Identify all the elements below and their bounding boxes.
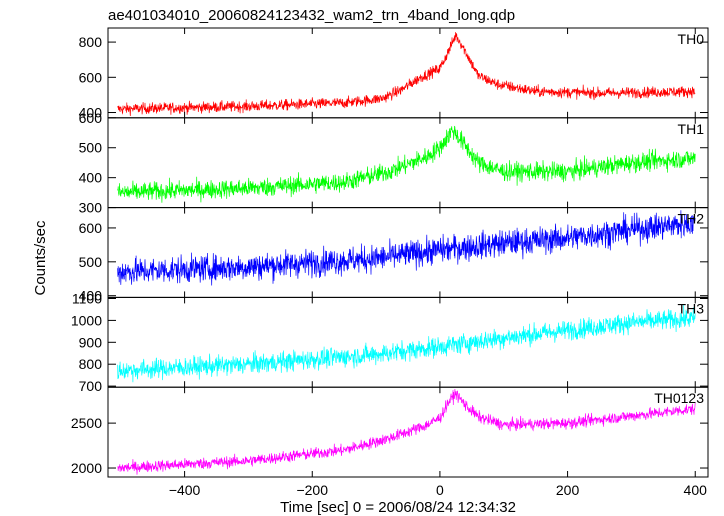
x-tick-label: 400: [684, 482, 708, 498]
y-tick-label: 1100: [72, 290, 102, 306]
y-tick-label: 500: [79, 140, 103, 156]
panel-frame: [107, 386, 709, 478]
y-tick-label: 800: [79, 34, 103, 50]
y-tick-label: 300: [79, 200, 103, 216]
y-tick-label: 400: [79, 105, 103, 121]
y-tick-label: 1000: [71, 312, 102, 328]
panel-th1: 300 400 500 600 TH1: [79, 110, 709, 216]
panel-frame: [107, 27, 709, 119]
y-tick-label: 700: [79, 378, 103, 394]
panel-th0123: 2000 2500 TH0123: [71, 386, 709, 478]
series-th0123: [117, 388, 696, 475]
y-tick-label: 500: [79, 254, 103, 270]
series-th0: [117, 32, 696, 117]
panel-th3: 700 800 900 1000 1100 TH3: [71, 290, 709, 394]
y-tick-label: 600: [79, 69, 103, 85]
panel-label: TH3: [678, 300, 705, 316]
panel-label: TH0: [678, 31, 705, 47]
series-th1: [117, 125, 696, 203]
y-axis-label: Counts/sec: [32, 220, 49, 296]
x-tick-label: 200: [556, 482, 580, 498]
series-th3: [117, 304, 696, 383]
y-tick-label: 2000: [71, 460, 102, 476]
y-tick-label: 400: [79, 288, 103, 304]
y-tick-label: 2500: [71, 415, 102, 431]
panel-frame: [107, 296, 709, 388]
chart-title: ae401034010_20060824123432_wam2_trn_4ban…: [108, 7, 515, 24]
panel-label: TH2: [678, 211, 705, 227]
series-th2: [117, 210, 696, 286]
x-tick-label: −400: [169, 482, 201, 498]
panel-th2: 400 500 600 TH2: [79, 207, 709, 304]
y-tick-label: 600: [79, 220, 103, 236]
y-tick-label: 400: [79, 170, 103, 186]
y-tick-label: 800: [79, 356, 103, 372]
panel-label: TH0123: [654, 390, 704, 406]
panel-label: TH1: [678, 121, 705, 137]
panel-th0: 400 600 800 TH0: [79, 27, 709, 121]
x-axis-label: Time [sec] 0 = 2006/08/24 12:34:32: [280, 499, 516, 516]
x-tick-label: −200: [296, 482, 328, 498]
y-tick-label: 900: [79, 334, 103, 350]
y-tick-label: 600: [79, 110, 103, 126]
x-tick-label: 0: [436, 482, 444, 498]
